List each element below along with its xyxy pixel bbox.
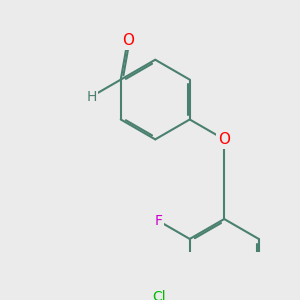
- Text: O: O: [218, 132, 230, 147]
- Text: F: F: [155, 214, 163, 228]
- Text: Cl: Cl: [152, 290, 166, 300]
- Text: O: O: [122, 33, 134, 48]
- Text: H: H: [86, 90, 97, 104]
